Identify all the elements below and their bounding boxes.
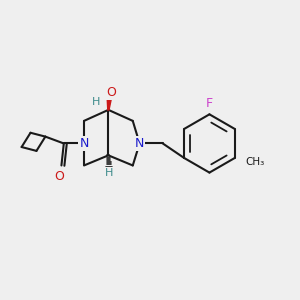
Text: H: H (92, 98, 100, 107)
Text: F: F (206, 97, 213, 110)
Text: O: O (54, 170, 64, 183)
Text: N: N (79, 137, 89, 150)
Text: N: N (135, 137, 144, 150)
Polygon shape (107, 99, 111, 110)
Text: H: H (105, 168, 113, 178)
Text: O: O (106, 86, 116, 99)
Text: CH₃: CH₃ (245, 158, 264, 167)
